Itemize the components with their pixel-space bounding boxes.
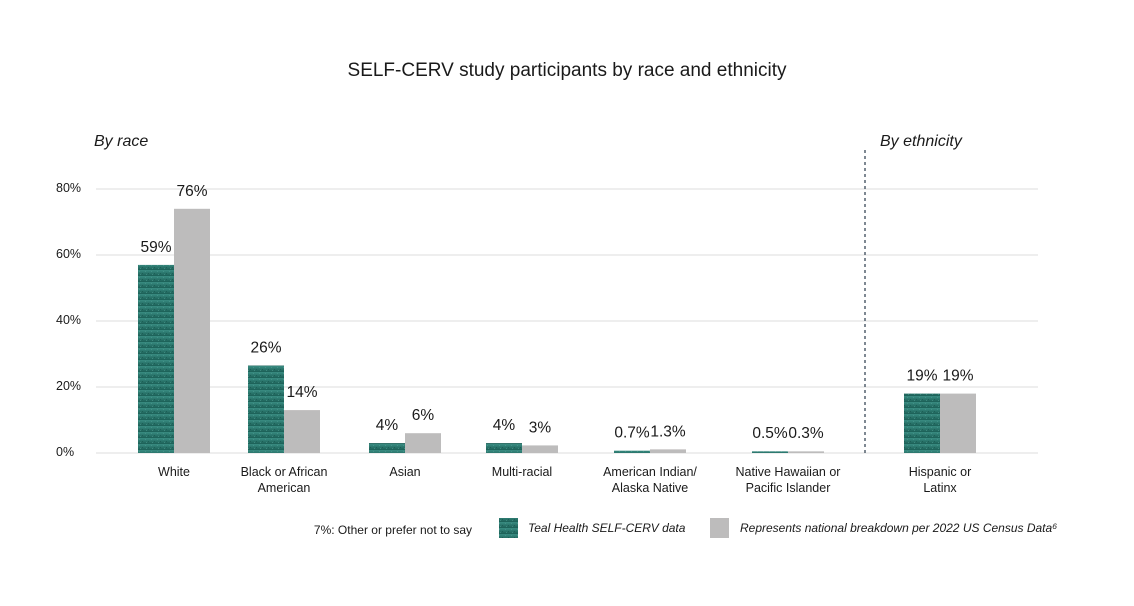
data-label-teal-1: 26% [250, 340, 281, 357]
bar-census-3 [522, 445, 558, 453]
bar-teal-5 [752, 451, 788, 453]
by-race-label: By race [94, 133, 148, 150]
category-label-0-line-0: White [158, 465, 190, 479]
data-label-census-6: 19% [942, 368, 973, 385]
y-tick-label-20: 20% [56, 379, 81, 393]
data-label-teal-0: 59% [140, 239, 171, 256]
category-label-1-line-1: American [258, 481, 311, 495]
legend-swatch-teal [499, 518, 518, 538]
y-axis-ticks: 0% 20% 40% 60% 80% [56, 181, 81, 459]
legend: 7%: Other or prefer not to say Teal Heal… [314, 518, 1057, 538]
bar-teal-0 [138, 264, 174, 453]
data-label-census-1: 14% [286, 384, 317, 401]
bar-teal-2 [369, 443, 405, 453]
bar-census-6 [940, 393, 976, 453]
data-label-teal-5: 0.5% [752, 425, 788, 442]
category-label-1-line-0: Black or African [241, 465, 328, 479]
by-ethnicity-label: By ethnicity [880, 133, 963, 150]
y-tick-label-80: 80% [56, 181, 81, 195]
bar-census-1 [284, 410, 320, 453]
data-label-census-3: 3% [529, 419, 552, 436]
category-label-5-line-0: Native Hawaiian or [736, 465, 841, 479]
bar-census-5 [788, 451, 824, 453]
data-label-teal-4: 0.7% [614, 425, 650, 442]
bar-teal-6 [904, 393, 940, 453]
bar-teal-3 [486, 443, 522, 453]
legend-label-teal: Teal Health SELF-CERV data [528, 521, 686, 535]
bar-census-2 [405, 433, 441, 453]
y-tick-label-40: 40% [56, 313, 81, 327]
legend-label-gray: Represents national breakdown per 2022 U… [740, 521, 1057, 535]
y-tick-label-60: 60% [56, 247, 81, 261]
category-label-6-line-0: Hispanic or [909, 465, 972, 479]
data-label-teal-3: 4% [493, 417, 516, 434]
category-label-6-line-1: Latinx [923, 481, 957, 495]
bar-teal-1 [248, 365, 284, 453]
category-label-2-line-0: Asian [389, 465, 420, 479]
data-label-census-4: 1.3% [650, 423, 686, 440]
data-label-census-2: 6% [412, 407, 435, 424]
chart-title: SELF-CERV study participants by race and… [348, 60, 787, 81]
category-label-3-line-0: Multi-racial [492, 465, 552, 479]
bar-census-0 [174, 208, 210, 453]
category-label-4-line-0: American Indian/ [603, 465, 697, 479]
y-tick-label-0: 0% [56, 445, 74, 459]
data-label-census-5: 0.3% [788, 425, 824, 442]
data-label-teal-6: 19% [906, 368, 937, 385]
gridlines [96, 188, 1038, 454]
legend-swatch-gray [710, 518, 729, 538]
data-label-teal-2: 4% [376, 417, 399, 434]
bar-teal-4 [614, 450, 650, 453]
category-labels: White Black or African American Asian Multi-… [158, 465, 971, 495]
data-label-census-0: 76% [176, 183, 207, 200]
data-labels: 59% 26% 4% 4% 0.7% 0.5% 19% 76% 14% 6% 3% 1.3% 0.3% 1… [140, 183, 973, 442]
category-label-5-line-1: Pacific Islander [746, 481, 831, 495]
bars [138, 208, 976, 453]
footnote-other: 7%: Other or prefer not to say [314, 523, 472, 537]
bar-census-4 [650, 449, 686, 453]
category-label-4-line-1: Alaska Native [612, 481, 688, 495]
